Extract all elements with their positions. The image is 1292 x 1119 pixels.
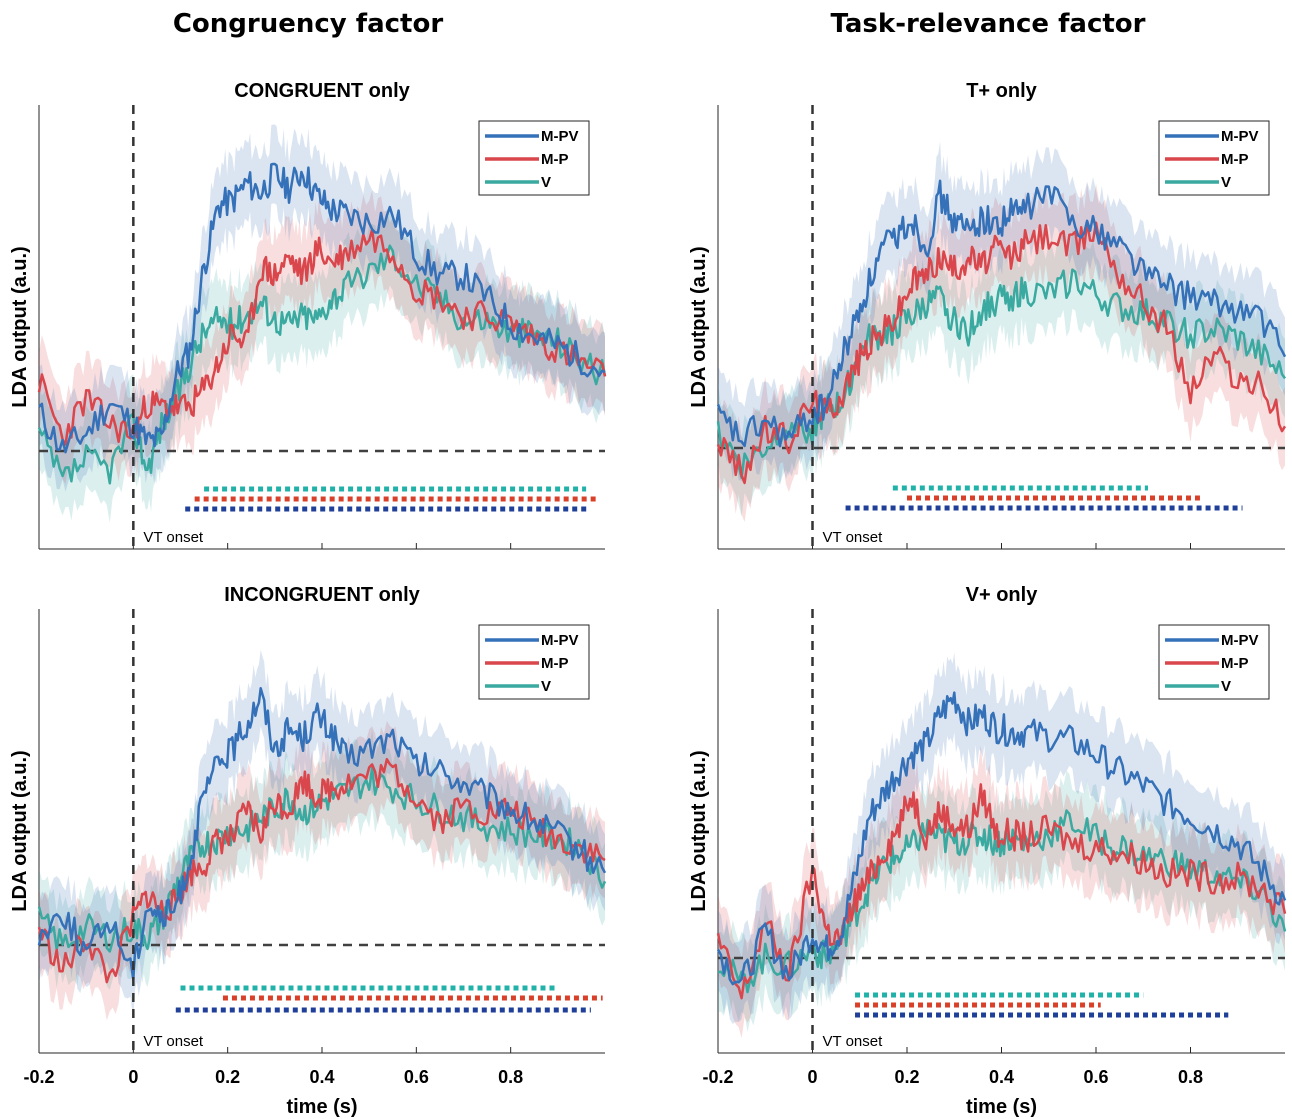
confidence-band-m-p [39,190,605,485]
legend-label: V [1221,174,1231,191]
x-tick-label: 0 [128,1067,138,1087]
legend-label: M-P [1221,655,1249,672]
series-line-v [37,766,607,953]
panel-congruent: CONGRUENT only LDA output (a.u.) VT onset M… [9,80,607,550]
series-line-m-pv [38,162,606,454]
panel-title: V+ only [966,584,1039,606]
y-axis-label: LDA output (a.u.) [9,246,31,407]
onset-label: VT onset [143,529,204,546]
legend-label: M-PV [1221,632,1259,649]
y-axis-label: LDA output (a.u.) [688,750,710,911]
series-line-m-p [716,220,1287,485]
legend-label: M-PV [541,632,579,649]
legend-label: M-P [541,151,569,168]
x-tick-label: 0.8 [1178,1067,1203,1087]
x-axis-label: time (s) [966,1096,1037,1118]
x-tick-label: -0.2 [702,1067,733,1087]
onset-label: VT onset [143,1033,204,1050]
legend-label: M-PV [541,128,579,145]
column-title-task-relevance: Task-relevance factor [831,9,1146,39]
x-tick-label: 0 [807,1067,817,1087]
series-line-m-p [37,228,607,446]
series-line-v [717,809,1287,994]
column-title-congruency: Congruency factor [173,9,444,39]
x-axis-label: time (s) [286,1096,357,1118]
confidence-band-m-p [718,744,1285,1039]
panel-title: T+ only [966,80,1037,102]
y-axis-label: LDA output (a.u.) [9,750,31,911]
onset-label: VT onset [823,529,884,546]
confidence-band-v [718,770,1285,1032]
x-tick-label: 0.2 [894,1067,919,1087]
x-tick-label: -0.2 [23,1067,54,1087]
panel-title: INCONGRUENT only [224,584,420,606]
series-line-m-pv [716,691,1287,986]
x-tick-label: 0.2 [215,1067,240,1087]
legend-label: M-P [1221,151,1249,168]
series-line-m-pv [37,686,607,982]
series-line-v [37,244,607,485]
x-tick-label: 0.4 [309,1067,334,1087]
confidence-band-m-pv [39,649,605,1019]
x-tick-label: 0.6 [1083,1067,1108,1087]
legend-label: V [541,678,551,695]
confidence-band-m-p [39,720,605,1021]
x-tick-label: 0.6 [404,1067,429,1087]
legend-label: V [541,174,551,191]
panel-v-plus: V+ only LDA output (a.u.) -0.2 0 0.2 0.4 0.6 0.… [688,584,1287,1118]
onset-label: VT onset [823,1033,884,1050]
series-line-m-p [716,783,1287,1000]
panel-incongruent: INCONGRUENT only LDA output (a.u.) -0.2 0 0.… [9,584,607,1118]
confidence-band-m-pv [718,652,1285,1024]
legend-label: M-P [541,655,569,672]
confidence-band-v [39,729,605,990]
y-axis-label: LDA output (a.u.) [688,246,710,407]
legend-label: M-PV [1221,128,1259,145]
x-tick-label: 0.4 [989,1067,1014,1087]
confidence-band-m-pv [718,141,1285,486]
series-line-m-pv [716,179,1287,448]
panel-title: CONGRUENT only [234,80,410,102]
x-tick-label: 0.8 [498,1067,523,1087]
series-line-m-p [37,757,606,984]
legend-label: V [1221,678,1231,695]
